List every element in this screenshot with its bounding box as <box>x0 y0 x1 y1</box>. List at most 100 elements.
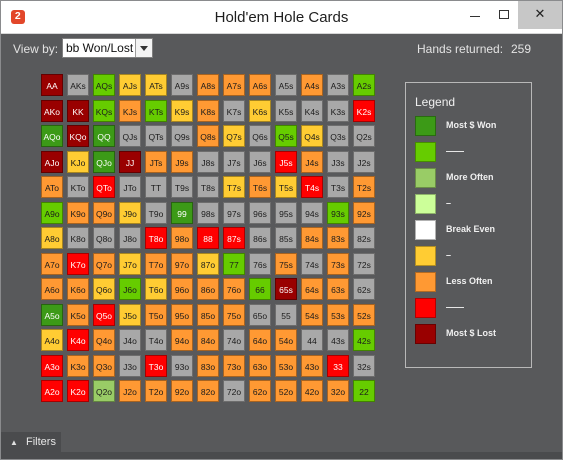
hand-cell[interactable]: A8o <box>41 227 63 249</box>
hand-cell[interactable]: 82o <box>197 380 219 402</box>
hand-cell[interactable]: QJo <box>93 150 115 173</box>
hand-cell[interactable]: QJs <box>119 125 141 147</box>
hand-cell[interactable]: T4o <box>145 329 167 351</box>
hand-cell[interactable]: 93s <box>327 201 349 224</box>
hand-cell[interactable]: 95o <box>171 303 193 326</box>
hand-cell[interactable]: 83s <box>327 227 349 249</box>
hand-cell[interactable]: A7s <box>223 74 245 96</box>
hand-cell[interactable]: A5o <box>41 303 63 326</box>
hand-cell[interactable]: Q7s <box>223 125 245 147</box>
hand-cell[interactable]: K4s <box>301 99 323 122</box>
hand-cell[interactable]: K5o <box>67 303 89 326</box>
hand-cell[interactable]: 65s <box>275 278 297 300</box>
hand-cell[interactable]: 52o <box>275 380 297 402</box>
hand-cell[interactable]: 95s <box>275 201 297 224</box>
hand-cell[interactable]: 74s <box>301 252 323 275</box>
hand-cell[interactable]: A6o <box>41 278 63 300</box>
hand-cell[interactable]: JTs <box>145 150 167 173</box>
hand-cell[interactable]: Q7o <box>93 252 115 275</box>
hand-cell[interactable]: Q8s <box>197 125 219 147</box>
hand-cell[interactable]: 98o <box>171 227 193 249</box>
hand-cell[interactable]: Q5s <box>275 125 297 147</box>
hand-cell[interactable]: AKo <box>41 99 63 122</box>
hand-cell[interactable]: J5s <box>275 150 297 173</box>
hand-cell[interactable]: J9o <box>119 201 141 224</box>
hand-cell[interactable]: 65o <box>249 303 271 326</box>
maximize-button[interactable] <box>489 1 519 29</box>
hand-cell[interactable]: JJ <box>119 150 141 173</box>
hand-cell[interactable]: J2o <box>119 380 141 402</box>
hand-cell[interactable]: 76s <box>249 252 271 275</box>
hand-cell[interactable]: AA <box>41 74 63 96</box>
hand-cell[interactable]: KJo <box>67 150 89 173</box>
hand-cell[interactable]: 87o <box>197 252 219 275</box>
hand-cell[interactable]: Q3s <box>327 125 349 147</box>
hand-cell[interactable]: 53s <box>327 303 349 326</box>
hand-cell[interactable]: J3s <box>327 150 349 173</box>
hand-cell[interactable]: A8s <box>197 74 219 96</box>
hand-cell[interactable]: T9s <box>171 176 193 198</box>
hand-cell[interactable]: 42o <box>301 380 323 402</box>
hand-cell[interactable]: Q8o <box>93 227 115 249</box>
hand-cell[interactable]: A4s <box>301 74 323 96</box>
hand-cell[interactable]: 92o <box>171 380 193 402</box>
hand-cell[interactable]: 84s <box>301 227 323 249</box>
hand-cell[interactable]: A6s <box>249 74 271 96</box>
hand-cell[interactable]: 54s <box>301 303 323 326</box>
view-by-dropdown[interactable]: bb Won/Lost <box>62 38 153 58</box>
hand-cell[interactable]: 63s <box>327 278 349 300</box>
hand-cell[interactable]: 97s <box>223 201 245 224</box>
hand-cell[interactable]: KTo <box>67 176 89 198</box>
hand-cell[interactable]: J5o <box>119 303 141 326</box>
hand-cell[interactable]: AQs <box>93 74 115 96</box>
minimize-button[interactable] <box>460 1 490 29</box>
hand-cell[interactable]: K2o <box>67 380 89 402</box>
hand-cell[interactable]: 97o <box>171 252 193 275</box>
hand-cell[interactable]: J7o <box>119 252 141 275</box>
hand-cell[interactable]: KK <box>67 99 89 122</box>
hand-cell[interactable]: J8o <box>119 227 141 249</box>
hand-cell[interactable]: K6s <box>249 99 271 122</box>
hand-cell[interactable]: 82s <box>353 227 375 249</box>
hand-cell[interactable]: 33 <box>327 354 349 377</box>
hand-cell[interactable]: 52s <box>353 303 375 326</box>
hand-cell[interactable]: 72s <box>353 252 375 275</box>
hand-cell[interactable]: K4o <box>67 329 89 351</box>
hand-cell[interactable]: T8s <box>197 176 219 198</box>
hand-cell[interactable]: T8o <box>145 227 167 249</box>
hand-cell[interactable]: A7o <box>41 252 63 275</box>
hand-cell[interactable]: J6o <box>119 278 141 300</box>
hand-cell[interactable]: T6o <box>145 278 167 300</box>
hand-cell[interactable]: T6s <box>249 176 271 198</box>
hand-cell[interactable]: 94s <box>301 201 323 224</box>
hand-cell[interactable]: K9o <box>67 201 89 224</box>
hand-cell[interactable]: 96s <box>249 201 271 224</box>
hand-cell[interactable]: 93o <box>171 354 193 377</box>
hand-cell[interactable]: T2o <box>145 380 167 402</box>
hand-cell[interactable]: 85s <box>275 227 297 249</box>
hand-cell[interactable]: K6o <box>67 278 89 300</box>
hand-cell[interactable]: K5s <box>275 99 297 122</box>
hand-cell[interactable]: A2s <box>353 74 375 96</box>
hand-cell[interactable]: J4s <box>301 150 323 173</box>
hand-cell[interactable]: Q6o <box>93 278 115 300</box>
hand-cell[interactable]: J2s <box>353 150 375 173</box>
hand-cell[interactable]: 87s <box>223 227 245 249</box>
hand-cell[interactable]: 44 <box>301 329 323 351</box>
hand-cell[interactable]: 66 <box>249 278 271 300</box>
hand-cell[interactable]: K8s <box>197 99 219 122</box>
hand-cell[interactable]: TT <box>145 176 167 198</box>
hand-cell[interactable]: 42s <box>353 329 375 351</box>
hand-cell[interactable]: Q9s <box>171 125 193 147</box>
hand-cell[interactable]: Q2s <box>353 125 375 147</box>
hand-cell[interactable]: 86s <box>249 227 271 249</box>
hand-cell[interactable]: A3o <box>41 354 63 377</box>
hand-cell[interactable]: 43s <box>327 329 349 351</box>
hand-cell[interactable]: AQo <box>41 125 63 147</box>
hand-cell[interactable]: T3o <box>145 354 167 377</box>
hand-cell[interactable]: A5s <box>275 74 297 96</box>
hand-cell[interactable]: T2s <box>353 176 375 198</box>
hand-cell[interactable]: K7o <box>67 252 89 275</box>
hand-cell[interactable]: K7s <box>223 99 245 122</box>
hand-cell[interactable]: K3s <box>327 99 349 122</box>
